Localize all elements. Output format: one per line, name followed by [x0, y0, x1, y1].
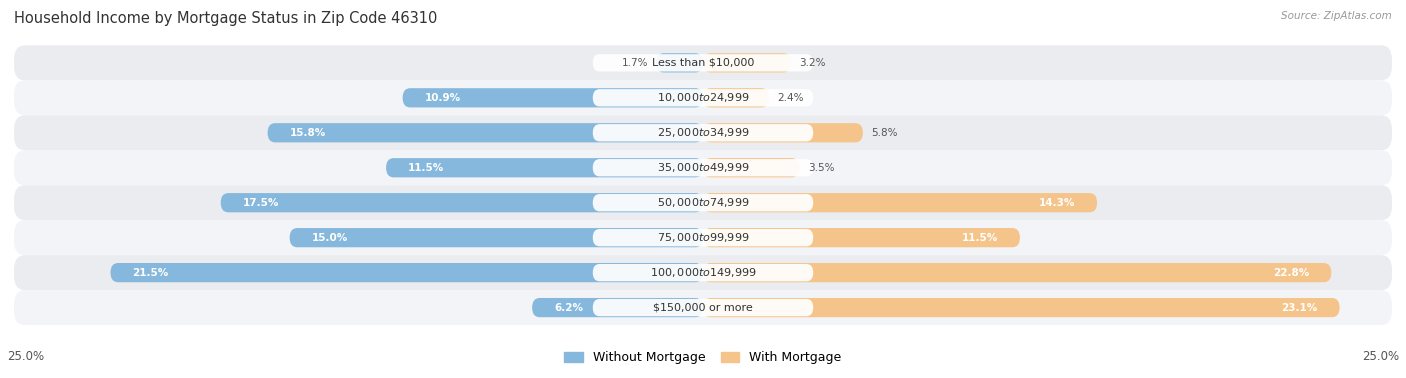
- FancyBboxPatch shape: [593, 159, 813, 177]
- Text: 15.0%: 15.0%: [312, 233, 347, 243]
- FancyBboxPatch shape: [14, 255, 1392, 290]
- FancyBboxPatch shape: [593, 124, 813, 141]
- FancyBboxPatch shape: [531, 298, 703, 317]
- FancyBboxPatch shape: [221, 193, 703, 212]
- Text: $10,000 to $24,999: $10,000 to $24,999: [657, 91, 749, 104]
- FancyBboxPatch shape: [593, 54, 813, 71]
- Text: 17.5%: 17.5%: [243, 198, 280, 208]
- FancyBboxPatch shape: [14, 220, 1392, 255]
- Text: $75,000 to $99,999: $75,000 to $99,999: [657, 231, 749, 244]
- Text: Less than $10,000: Less than $10,000: [652, 58, 754, 68]
- FancyBboxPatch shape: [703, 88, 769, 107]
- FancyBboxPatch shape: [267, 123, 703, 143]
- Text: 3.2%: 3.2%: [800, 58, 825, 68]
- FancyBboxPatch shape: [593, 89, 813, 107]
- FancyBboxPatch shape: [593, 229, 813, 246]
- FancyBboxPatch shape: [593, 299, 813, 316]
- Text: $35,000 to $49,999: $35,000 to $49,999: [657, 161, 749, 174]
- FancyBboxPatch shape: [703, 123, 863, 143]
- Text: $100,000 to $149,999: $100,000 to $149,999: [650, 266, 756, 279]
- FancyBboxPatch shape: [14, 45, 1392, 81]
- Text: 14.3%: 14.3%: [1039, 198, 1076, 208]
- FancyBboxPatch shape: [657, 53, 703, 73]
- Text: 2.4%: 2.4%: [778, 93, 804, 103]
- Text: 25.0%: 25.0%: [1362, 350, 1399, 363]
- Text: 11.5%: 11.5%: [408, 163, 444, 173]
- FancyBboxPatch shape: [703, 263, 1331, 282]
- Text: 6.2%: 6.2%: [554, 303, 583, 313]
- Text: $25,000 to $34,999: $25,000 to $34,999: [657, 126, 749, 139]
- FancyBboxPatch shape: [703, 193, 1097, 212]
- FancyBboxPatch shape: [703, 298, 1340, 317]
- FancyBboxPatch shape: [290, 228, 703, 247]
- FancyBboxPatch shape: [14, 290, 1392, 325]
- FancyBboxPatch shape: [14, 185, 1392, 220]
- Text: 10.9%: 10.9%: [425, 93, 461, 103]
- FancyBboxPatch shape: [402, 88, 703, 107]
- Text: 25.0%: 25.0%: [7, 350, 44, 363]
- Text: 22.8%: 22.8%: [1272, 268, 1309, 277]
- FancyBboxPatch shape: [703, 53, 792, 73]
- FancyBboxPatch shape: [14, 115, 1392, 150]
- FancyBboxPatch shape: [111, 263, 703, 282]
- Text: Household Income by Mortgage Status in Zip Code 46310: Household Income by Mortgage Status in Z…: [14, 11, 437, 26]
- FancyBboxPatch shape: [387, 158, 703, 177]
- Text: 15.8%: 15.8%: [290, 128, 326, 138]
- Text: 5.8%: 5.8%: [872, 128, 897, 138]
- FancyBboxPatch shape: [593, 194, 813, 211]
- Text: $50,000 to $74,999: $50,000 to $74,999: [657, 196, 749, 209]
- FancyBboxPatch shape: [703, 158, 800, 177]
- Text: 1.7%: 1.7%: [621, 58, 648, 68]
- Text: 21.5%: 21.5%: [132, 268, 169, 277]
- Text: $150,000 or more: $150,000 or more: [654, 303, 752, 313]
- Text: 11.5%: 11.5%: [962, 233, 998, 243]
- FancyBboxPatch shape: [14, 81, 1392, 115]
- FancyBboxPatch shape: [593, 264, 813, 281]
- FancyBboxPatch shape: [703, 228, 1019, 247]
- FancyBboxPatch shape: [14, 150, 1392, 185]
- Text: Source: ZipAtlas.com: Source: ZipAtlas.com: [1281, 11, 1392, 21]
- Text: 23.1%: 23.1%: [1281, 303, 1317, 313]
- Legend: Without Mortgage, With Mortgage: Without Mortgage, With Mortgage: [560, 346, 846, 369]
- Text: 3.5%: 3.5%: [807, 163, 834, 173]
